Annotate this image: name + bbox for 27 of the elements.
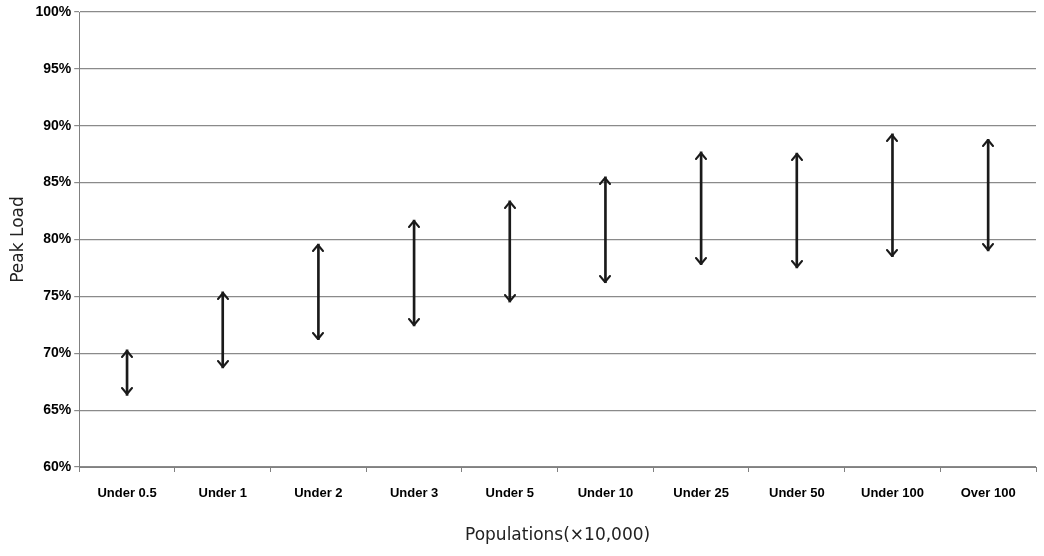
bar bbox=[508, 200, 512, 303]
bar bbox=[795, 152, 799, 269]
y-tick-label: 70% bbox=[43, 344, 72, 361]
bar bbox=[604, 176, 607, 284]
x-tick-label: Under 100 bbox=[861, 485, 924, 501]
bar bbox=[317, 243, 320, 340]
x-tick-label: Under 5 bbox=[485, 485, 534, 501]
x-tick-label: Under 50 bbox=[768, 485, 825, 501]
x-tick-label: Under 2 bbox=[294, 485, 343, 501]
y-axis-title: Peak Load bbox=[6, 196, 27, 283]
x-tick-label: Under 0.5 bbox=[97, 485, 157, 501]
y-tick-label: 60% bbox=[43, 457, 72, 474]
y-tick-label: 100% bbox=[35, 2, 72, 19]
y-tick-label: 65% bbox=[43, 400, 72, 417]
y-tick-label: 95% bbox=[43, 59, 72, 76]
x-tick-label: Under 1 bbox=[198, 485, 247, 501]
x-tick-label: Under 3 bbox=[389, 485, 439, 501]
y-tick-label: 90% bbox=[43, 116, 72, 133]
x-tick-label: Over 100 bbox=[960, 485, 1016, 501]
y-tick-label: 85% bbox=[43, 173, 72, 190]
x-tick-label: Under 10 bbox=[577, 485, 634, 501]
bar bbox=[891, 133, 894, 257]
bar bbox=[221, 291, 225, 369]
x-tick-label: Under 25 bbox=[673, 485, 729, 501]
x-axis-title: Populations(×10,000) bbox=[465, 524, 651, 545]
y-tick-label: 80% bbox=[43, 230, 72, 247]
y-tick-label: 75% bbox=[43, 287, 72, 304]
